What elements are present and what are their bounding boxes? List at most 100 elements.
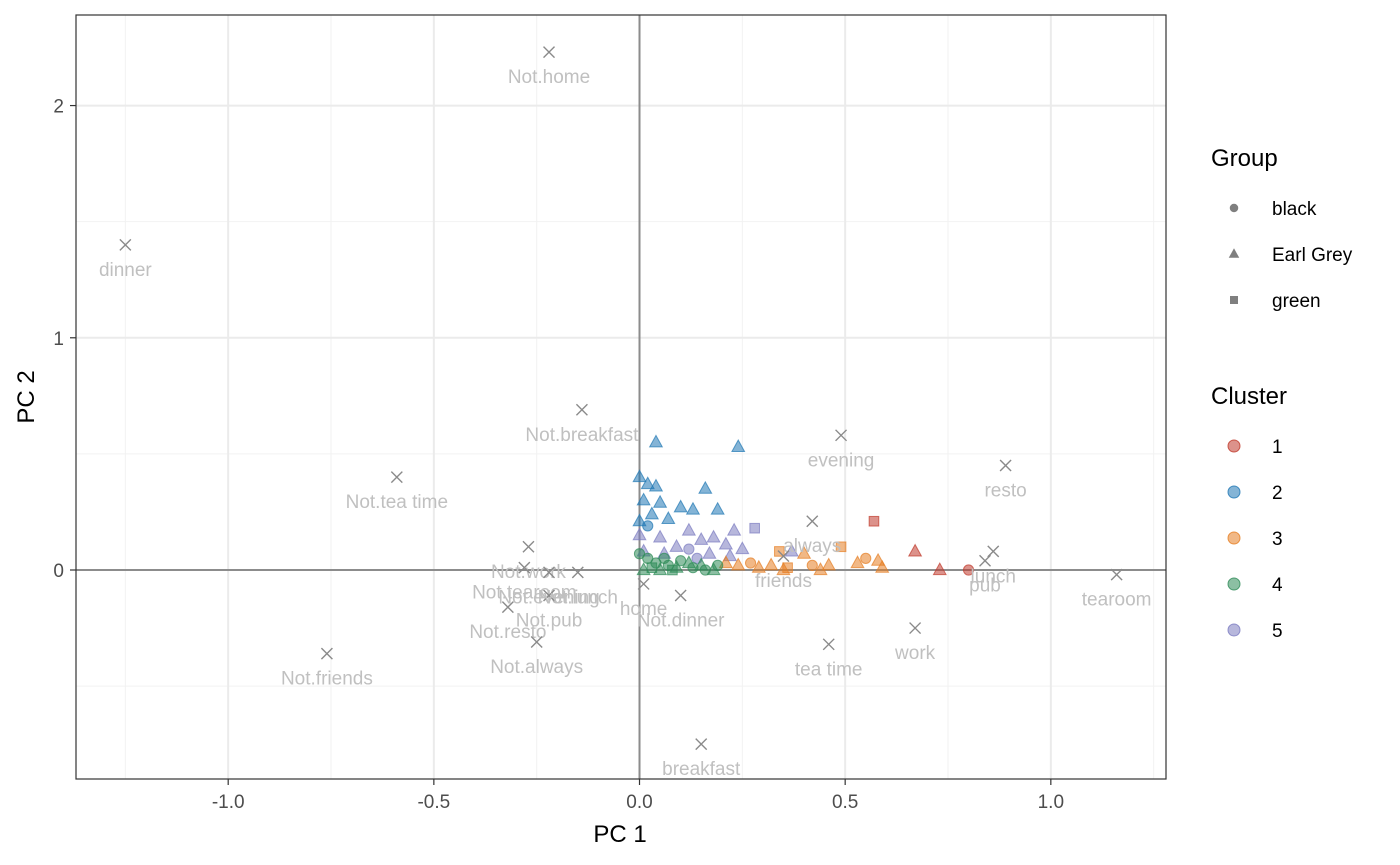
variable-cross-stroke [1110, 568, 1123, 581]
data-point [658, 552, 670, 564]
data-point [706, 529, 721, 543]
variable-label: tearoom [1082, 590, 1152, 611]
data-point [632, 513, 647, 527]
data-point [860, 552, 872, 564]
data-point [718, 536, 734, 550]
y-tick-label: 0 [53, 561, 64, 582]
variable-layer: Not.home dinner Not.breakfast evening resto N… [99, 46, 1152, 780]
variable-cross-stroke [909, 622, 922, 635]
variable-label: Not.always [490, 657, 583, 678]
variable-cross-stroke [543, 566, 556, 579]
legend-group-label: green [1272, 291, 1321, 312]
variable-label: pub [969, 576, 1001, 597]
data-point [632, 527, 647, 541]
legend-cluster-title: Cluster [1211, 383, 1287, 410]
point-layer [632, 434, 975, 576]
legend-group-label: black [1272, 199, 1317, 220]
variable-cross-stroke [530, 635, 543, 648]
data-point [796, 545, 812, 559]
variable-marker [822, 638, 835, 651]
data-point [932, 562, 947, 576]
data-point [806, 559, 818, 571]
variable-marker [543, 46, 556, 59]
variable-label: Not.pub [516, 611, 583, 632]
data-point [731, 557, 746, 571]
variable-marker [530, 635, 543, 648]
variable-marker [390, 471, 403, 484]
x-tick-label: -0.5 [417, 792, 450, 813]
legend-group-title: Group [1211, 145, 1278, 172]
variable-label: evening [808, 450, 875, 471]
data-point [907, 543, 923, 557]
variable-marker [674, 589, 687, 602]
legend-cluster-label: 5 [1272, 621, 1283, 642]
legend-group-key [1229, 203, 1239, 213]
variable-cross-stroke [522, 540, 535, 553]
x-axis-ticks: -1.0 -0.5 0.0 0.5 1.0 [212, 779, 1064, 813]
data-point [821, 557, 836, 571]
data-point [763, 557, 779, 571]
x-axis-title: PC 1 [593, 821, 646, 848]
legend-group-key [1230, 296, 1238, 304]
variable-label: home [620, 599, 668, 620]
legend-cluster-key [1227, 485, 1241, 499]
data-point [850, 555, 865, 569]
variable-marker [518, 561, 531, 574]
reference-lines [76, 15, 1166, 779]
variable-cross-stroke [695, 738, 708, 751]
data-point [962, 564, 975, 576]
data-point [652, 494, 668, 508]
variable-marker [522, 540, 535, 553]
variable-label: lunch [971, 566, 1016, 587]
variable-cross-stroke [806, 515, 819, 528]
variable-label: friends [755, 571, 812, 592]
data-point [813, 562, 828, 576]
data-point [706, 562, 721, 576]
legend-cluster-key [1227, 623, 1241, 637]
variable-marker [1110, 568, 1123, 581]
variable-label: Not.breakfast [525, 425, 639, 446]
y-axis-ticks: 0 1 2 [53, 97, 76, 582]
legend-cluster-key [1227, 531, 1241, 545]
data-point [681, 522, 697, 536]
data-point [731, 439, 746, 452]
variable-label: always [783, 536, 841, 557]
variable-marker [835, 429, 848, 442]
legend-cluster-label: 4 [1272, 575, 1283, 596]
data-point [648, 434, 664, 448]
legend-cluster-label: 1 [1272, 437, 1283, 458]
y-tick-label: 2 [53, 97, 64, 118]
variable-marker [119, 238, 132, 251]
variable-marker [501, 601, 514, 614]
data-point [644, 506, 659, 520]
data-point [685, 501, 701, 515]
variable-marker [543, 566, 556, 579]
legend-cluster-key [1227, 439, 1241, 453]
variable-cross-stroke [543, 46, 556, 59]
variable-label: resto [984, 481, 1026, 502]
variable-cross-stroke [575, 403, 588, 416]
variable-cross-stroke [822, 638, 835, 651]
variable-marker [999, 459, 1012, 472]
data-point [683, 543, 695, 555]
variable-label: Not.tea time [346, 492, 448, 513]
variable-cross-stroke [674, 589, 687, 602]
variable-label: work [894, 643, 936, 664]
variable-label: dinner [99, 260, 152, 281]
data-point [648, 478, 664, 492]
variable-label: Not.home [508, 67, 590, 88]
variable-label: Not.lunch [538, 587, 618, 608]
legend-group-label: Earl Grey [1272, 245, 1353, 266]
x-tick-label: -1.0 [212, 792, 245, 813]
data-point [673, 499, 688, 513]
data-point [642, 520, 654, 532]
data-point [702, 545, 717, 559]
variable-cross-stroke [777, 550, 790, 563]
variable-cross-stroke [390, 471, 403, 484]
variable-marker [575, 403, 588, 416]
variable-cross-stroke [518, 561, 531, 574]
y-axis-title: PC 2 [13, 370, 40, 423]
data-point [744, 557, 757, 569]
